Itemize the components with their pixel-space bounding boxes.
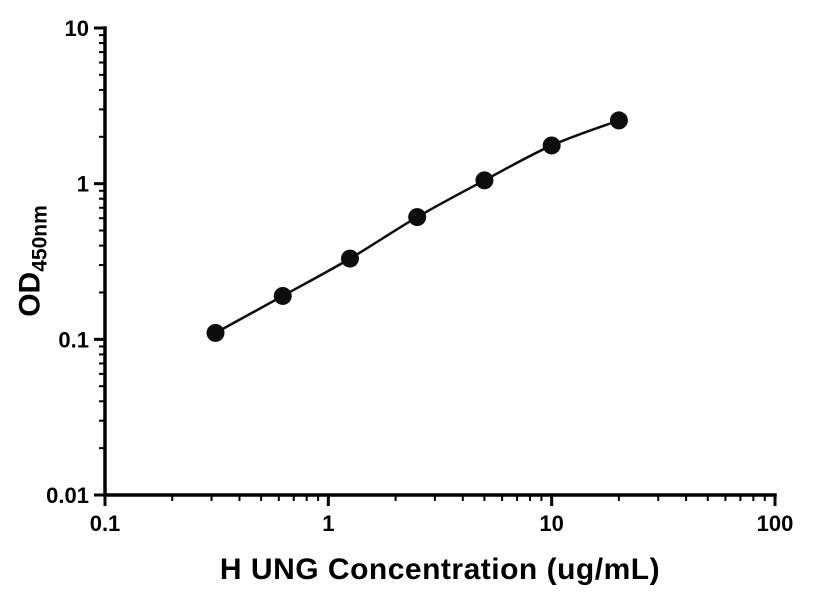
y-axis-tick-label: 0.01 xyxy=(46,483,89,508)
y-axis-tick-label: 0.1 xyxy=(58,327,89,352)
x-axis-tick-label: 1 xyxy=(322,511,334,536)
y-axis-title: OD450nm xyxy=(14,205,53,317)
y-axis-title-main: OD xyxy=(13,271,47,317)
data-point-marker xyxy=(475,171,494,190)
y-axis-tick-label: 10 xyxy=(65,16,89,41)
x-axis-title: H UNG Concentration (ug/mL) xyxy=(219,553,661,586)
y-axis-tick-label: 1 xyxy=(77,172,89,197)
data-point-marker xyxy=(408,208,427,227)
x-axis-tick-label: 0.1 xyxy=(90,511,121,536)
data-point-marker xyxy=(273,286,292,305)
data-point-marker xyxy=(609,111,628,130)
data-point-marker xyxy=(542,136,561,155)
x-axis-tick-label: 100 xyxy=(757,511,794,536)
x-axis-tick-label: 10 xyxy=(539,511,563,536)
data-point-marker xyxy=(206,323,225,342)
y-axis-title-subscript: 450nm xyxy=(28,205,52,272)
axes-spines xyxy=(103,26,777,497)
data-point-marker xyxy=(340,249,359,268)
